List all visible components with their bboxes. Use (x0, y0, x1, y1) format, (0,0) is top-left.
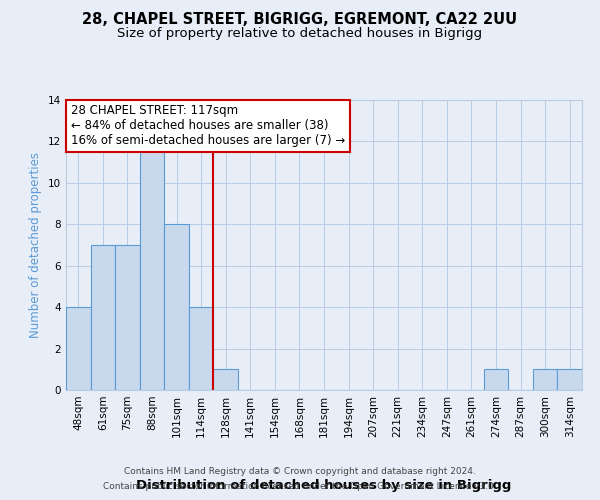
Text: 28, CHAPEL STREET, BIGRIGG, EGREMONT, CA22 2UU: 28, CHAPEL STREET, BIGRIGG, EGREMONT, CA… (82, 12, 518, 28)
Bar (557, 370, 582, 390)
Bar (189, 307, 214, 390)
Bar (66, 307, 91, 390)
Text: 28 CHAPEL STREET: 117sqm
← 84% of detached houses are smaller (38)
16% of semi-d: 28 CHAPEL STREET: 117sqm ← 84% of detach… (71, 104, 346, 148)
Bar (140, 142, 164, 390)
Text: Size of property relative to detached houses in Bigrigg: Size of property relative to detached ho… (118, 28, 482, 40)
Text: Contains public sector information licensed under the Open Government Licence v3: Contains public sector information licen… (103, 482, 497, 491)
Bar (164, 224, 189, 390)
Bar (214, 370, 238, 390)
Y-axis label: Number of detached properties: Number of detached properties (29, 152, 43, 338)
Text: Contains HM Land Registry data © Crown copyright and database right 2024.: Contains HM Land Registry data © Crown c… (124, 467, 476, 476)
Bar (115, 245, 140, 390)
Bar (91, 245, 115, 390)
Bar (484, 370, 508, 390)
Bar (533, 370, 557, 390)
X-axis label: Distribution of detached houses by size in Bigrigg: Distribution of detached houses by size … (136, 478, 512, 492)
